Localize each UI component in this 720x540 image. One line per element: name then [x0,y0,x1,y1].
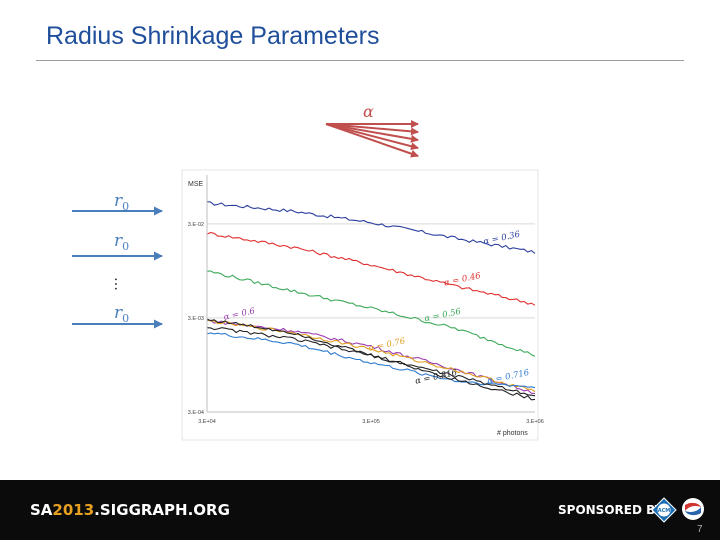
alpha-arrow [325,123,419,151]
acm-logo: ACM [651,497,677,523]
alpha-label: α [363,102,374,121]
alpha-arrow [325,123,419,143]
series-line [206,270,536,357]
page-title: Radius Shrinkage Parameters [46,22,380,50]
r0-label: r0 [114,303,129,325]
series-line [206,332,536,389]
y-tick-label: 3.E-03 [188,316,204,322]
series-line [206,319,536,393]
r0-label: r0 [114,231,129,253]
x-tick-label: 3.E+04 [198,419,216,425]
alpha-arrow [325,123,419,136]
title-divider [36,60,684,61]
footer-bar: SA2013.SIGGRAPH.ORG SPONSORED BY ACM [0,480,720,540]
slide-figure: α r0 r0 … r0 3.E-023.E-033.E-043.E+04 3.E… [72,102,544,441]
chart-ticks: 3.E-02 3.E-03 3.E-04 3.E+04 3.E+05 3.E+06 [188,175,544,425]
alpha-arrow-fan [325,120,419,158]
y-tick-label: 3.E-04 [188,410,204,416]
y-tick-label: 3.E-02 [188,222,204,228]
series-line [206,201,536,254]
vertical-ellipsis: … [111,277,127,291]
conference-brand[interactable]: SA2013.SIGGRAPH.ORG [30,501,230,519]
series-line [206,318,536,401]
r0-arrows: r0 r0 … r0 [72,191,163,329]
y-axis-label: MSE [188,181,204,188]
svg-text:ACM: ACM [658,508,671,514]
series-line [206,327,536,397]
page-number: 7 [697,524,703,535]
alpha-arrow [325,123,419,158]
siggraph-logo [682,498,704,520]
series-line [206,319,536,395]
series-line [206,231,536,306]
chart-frame [181,169,539,441]
sponsored-by-label: SPONSORED BY [558,503,664,517]
r0-label: r0 [114,191,129,213]
x-tick-label: 3.E+06 [526,419,544,425]
mse-chart: 3.E-02 3.E-03 3.E-04 3.E+04 3.E+05 3.E+06 MSE… [181,169,544,441]
chart-series [206,201,536,401]
x-tick-label: 3.E+05 [362,419,380,425]
x-axis-label: # photons [497,430,528,437]
